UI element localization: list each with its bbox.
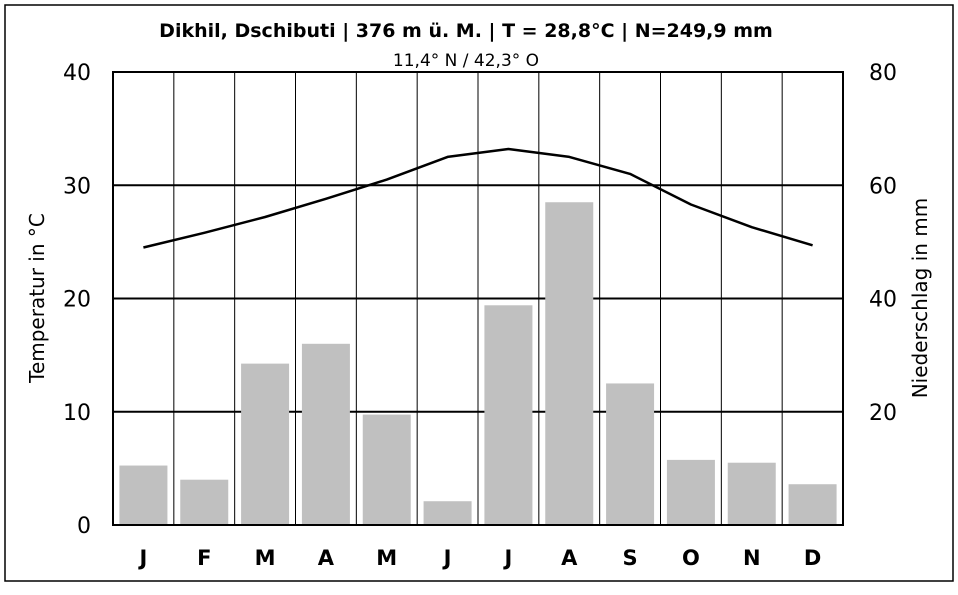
precipitation-bar — [241, 363, 290, 525]
y-left-tick-label: 30 — [63, 174, 91, 199]
chart-subtitle: 11,4° N / 42,3° O — [393, 51, 539, 71]
y-left-tick-label: 40 — [63, 61, 91, 86]
y-right-tick-label: 60 — [869, 174, 897, 199]
precipitation-bar — [119, 465, 168, 525]
month-label: M — [376, 546, 397, 570]
plot-frame-layer — [112, 71, 844, 526]
y-left-tick-label: 20 — [63, 288, 91, 313]
month-label: O — [682, 546, 700, 570]
month-label: J — [503, 546, 513, 570]
precipitation-bar — [180, 479, 229, 525]
precipitation-bar — [788, 484, 837, 525]
y-right-tick-label: 80 — [869, 61, 897, 86]
month-label: F — [197, 546, 211, 570]
month-label: J — [138, 546, 148, 570]
tick-labels-layer: 0 10 20 30 40 20 40 60 80 — [63, 61, 897, 539]
precipitation-bar — [545, 202, 594, 526]
y-right-tick-label: 20 — [869, 401, 897, 426]
y-left-tick-label: 10 — [63, 401, 91, 426]
precipitation-bar — [666, 459, 715, 525]
precipitation-bar — [606, 383, 655, 525]
precipitation-bar — [484, 305, 533, 525]
precipitation-bar — [727, 462, 776, 525]
month-label: A — [561, 546, 578, 570]
line-layer — [143, 147, 813, 249]
precipitation-bar — [423, 501, 472, 525]
month-label: M — [255, 546, 276, 570]
precipitation-bar — [301, 343, 350, 525]
bars-layer — [119, 202, 837, 526]
y-right-tick-label: 40 — [869, 288, 897, 313]
chart-title: Dikhil, Dschibuti | 376 m ü. M. | T = 28… — [159, 20, 773, 42]
y-left-tick-label: 0 — [77, 514, 91, 539]
month-label: N — [743, 546, 761, 570]
plot-frame — [112, 71, 844, 526]
temperature-line — [143, 147, 813, 249]
month-label: D — [804, 546, 821, 570]
y-axis-right-title: Niederschlag in mm — [908, 198, 932, 399]
y-axis-left-title: Temperatur in °C — [25, 213, 49, 384]
precipitation-bar — [362, 414, 411, 525]
month-label: J — [442, 546, 452, 570]
month-label: S — [623, 546, 638, 570]
month-label: A — [318, 546, 335, 570]
grid-layer — [113, 72, 843, 525]
